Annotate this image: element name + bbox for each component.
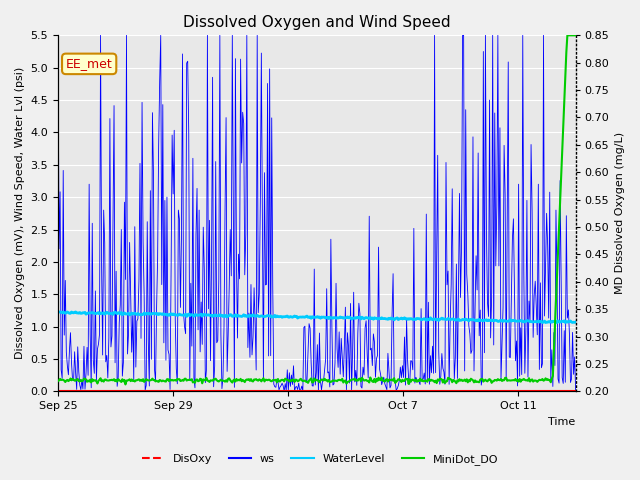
Legend: DisOxy, ws, WaterLevel, MiniDot_DO: DisOxy, ws, WaterLevel, MiniDot_DO [137,450,503,469]
X-axis label: Time: Time [548,417,575,427]
Y-axis label: Dissolved Oxygen (mV), Wind Speed, Water Lvl (psi): Dissolved Oxygen (mV), Wind Speed, Water… [15,67,25,360]
Title: Dissolved Oxygen and Wind Speed: Dissolved Oxygen and Wind Speed [183,15,451,30]
Y-axis label: MD Dissolved Oxygen (mg/L): MD Dissolved Oxygen (mg/L) [615,132,625,294]
Text: EE_met: EE_met [66,58,113,71]
